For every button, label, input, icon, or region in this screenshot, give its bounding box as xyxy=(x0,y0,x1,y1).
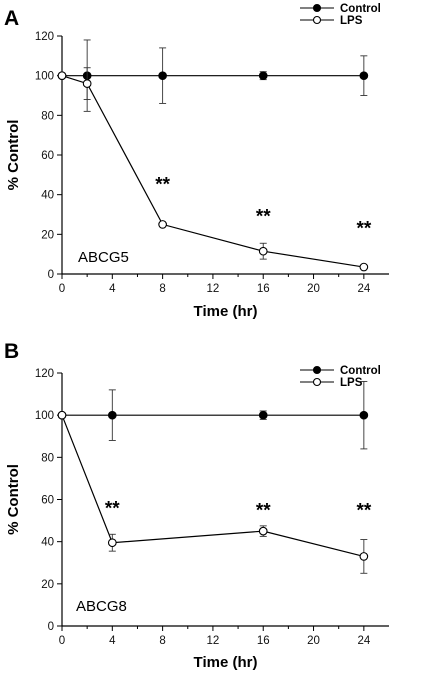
data-point-lps xyxy=(258,246,268,256)
panel-letter: A xyxy=(4,7,19,30)
data-point-lps xyxy=(359,552,369,561)
significance-marker: ** xyxy=(356,500,371,521)
gene-label: ABCG5 xyxy=(78,249,129,266)
x-tick-label: 4 xyxy=(109,283,116,295)
y-tick-label: 0 xyxy=(48,621,54,633)
y-tick-label: 120 xyxy=(35,31,54,43)
y-tick-label: 40 xyxy=(41,537,54,549)
significance-marker: ** xyxy=(256,206,271,227)
x-tick-label: 20 xyxy=(307,635,320,647)
x-tick-label: 8 xyxy=(159,635,165,647)
x-axis-title: Time (hr) xyxy=(194,303,258,320)
significance-marker: ** xyxy=(356,218,371,239)
series-line-lps xyxy=(61,75,364,268)
data-point-lps xyxy=(359,262,369,272)
data-point-lps xyxy=(57,71,67,81)
data-point-control xyxy=(258,410,268,420)
data-point-lps xyxy=(57,410,67,420)
y-tick-label: 100 xyxy=(35,71,54,83)
y-tick-label: 60 xyxy=(41,150,54,162)
y-tick-label: 80 xyxy=(41,452,54,464)
significance-marker: ** xyxy=(256,500,271,521)
series-control xyxy=(57,39,369,112)
data-point-lps xyxy=(258,526,268,536)
legend-marker xyxy=(312,3,322,13)
data-point-control xyxy=(258,71,268,81)
significance-marker: ** xyxy=(105,498,120,519)
x-tick-label: 24 xyxy=(357,635,370,647)
x-tick-label: 12 xyxy=(207,283,220,295)
data-point-control xyxy=(359,71,369,81)
x-tick-label: 24 xyxy=(357,283,370,295)
legend-marker xyxy=(312,365,322,375)
x-tick-label: 4 xyxy=(109,635,116,647)
panel-B: B 0 20 40 60 80 100 120 0 4 8 12 16 20 24 Time (hr) % Co… xyxy=(4,340,389,671)
series-lps xyxy=(57,410,369,574)
y-axis-title: % Control xyxy=(5,120,22,191)
legend-entry: LPS xyxy=(340,377,363,389)
x-tick-label: 8 xyxy=(159,283,165,295)
y-tick-label: 80 xyxy=(41,110,54,122)
y-tick-label: 20 xyxy=(41,229,54,241)
y-tick-label: 120 xyxy=(35,368,54,380)
x-tick-label: 16 xyxy=(257,635,270,647)
legend-entry: Control xyxy=(340,365,381,377)
y-tick-label: 20 xyxy=(41,579,54,591)
y-tick-label: 100 xyxy=(35,410,54,422)
legend-marker xyxy=(312,15,322,25)
data-point-control xyxy=(158,71,167,81)
gene-label: ABCG8 xyxy=(76,598,127,615)
x-tick-label: 0 xyxy=(59,635,65,647)
y-tick-label: 40 xyxy=(41,190,54,202)
series-line-lps xyxy=(61,414,364,558)
data-point-lps xyxy=(158,220,167,229)
x-tick-label: 0 xyxy=(59,283,65,295)
panel-letter: B xyxy=(4,340,19,363)
data-point-control xyxy=(107,410,117,420)
legend-entry: LPS xyxy=(340,15,363,27)
series-lps xyxy=(57,67,369,272)
legend-marker xyxy=(312,377,322,387)
x-tick-label: 16 xyxy=(257,283,270,295)
y-tick-label: 60 xyxy=(41,495,54,507)
panel-A: A 0 20 40 60 80 100 120 0 4 8 12 16 20 24 Time (hr) % Co… xyxy=(4,3,389,320)
significance-marker: ** xyxy=(155,175,170,196)
x-tick-label: 20 xyxy=(307,283,320,295)
series-control xyxy=(57,380,369,450)
x-axis-title: Time (hr) xyxy=(194,654,258,671)
data-point-control xyxy=(359,410,369,420)
legend-entry: Control xyxy=(340,3,381,15)
data-point-lps xyxy=(107,538,117,548)
y-tick-label: 0 xyxy=(48,269,54,281)
data-point-lps xyxy=(82,79,92,88)
y-axis-title: % Control xyxy=(5,464,22,535)
x-tick-label: 12 xyxy=(207,635,220,647)
